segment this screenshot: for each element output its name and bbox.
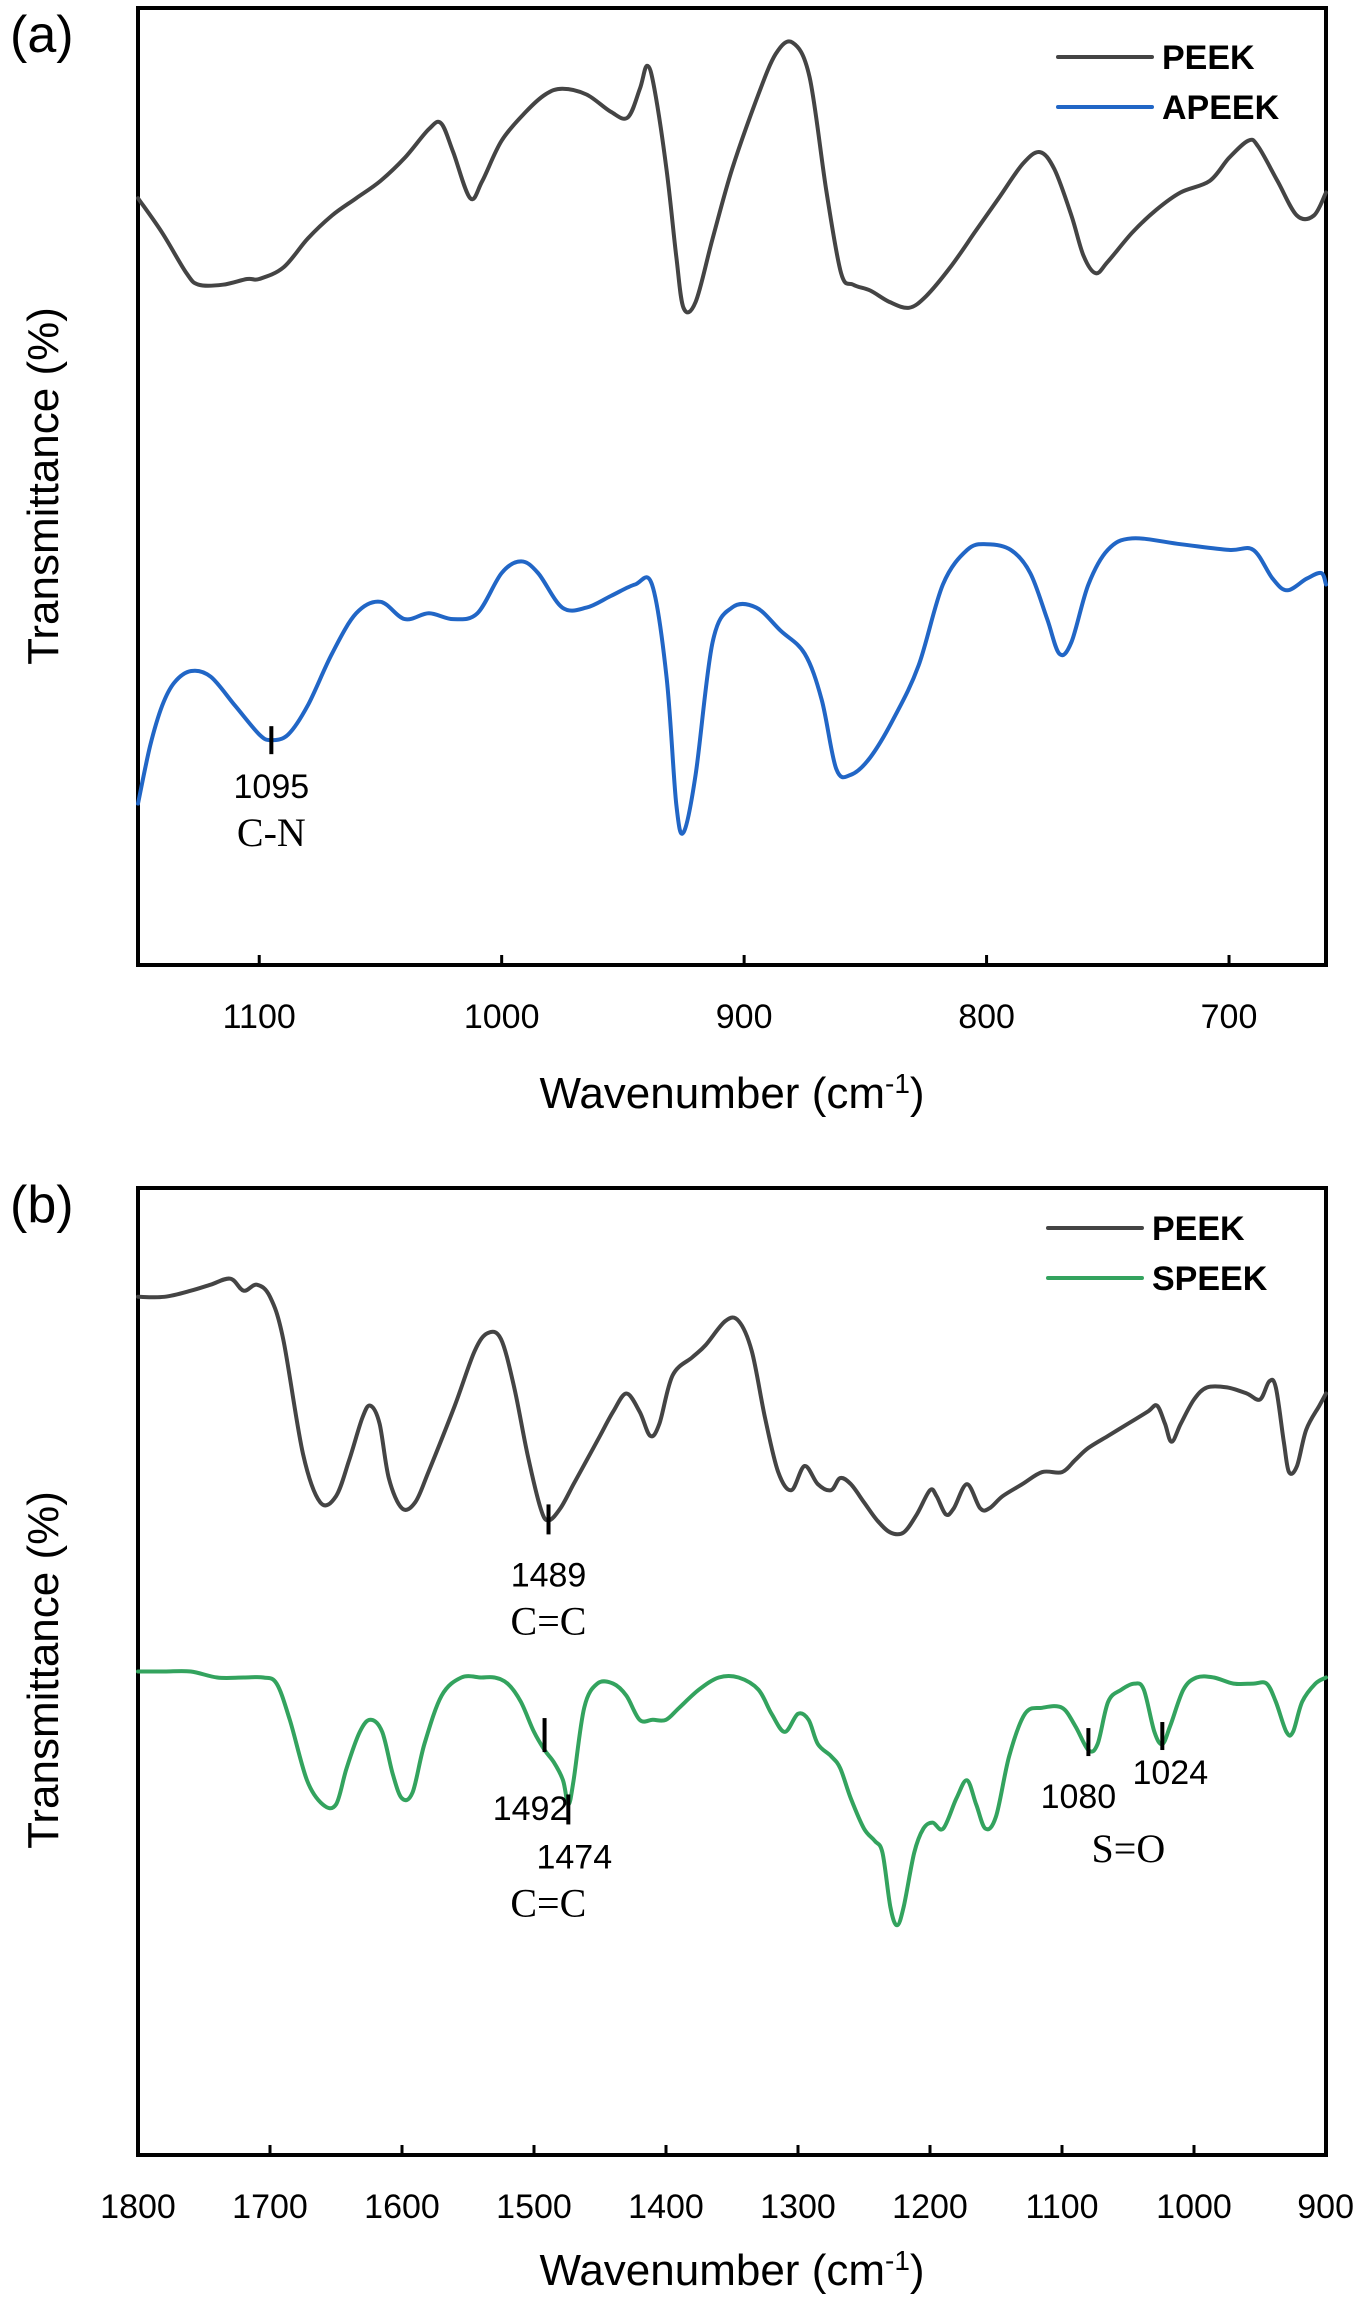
x-tick-label: 1300 (760, 2188, 836, 2226)
peak-bond-label: C=C (510, 1880, 586, 1925)
peak-wavenumber-label: 1492 (493, 1790, 569, 1828)
peak-wavenumber-label: 1489 (511, 1556, 587, 1594)
panel-a-ylabel: Transmittance (%) (19, 307, 68, 665)
x-tick-label: 1100 (1025, 2188, 1098, 2226)
x-tick-label: 1500 (496, 2188, 572, 2226)
peak-wavenumber-label: 1080 (1041, 1778, 1117, 1816)
series-line-peek (136, 39, 1328, 315)
panel-b-xlabel-sup: -1 (885, 2245, 910, 2276)
panel-a: (a) Transmittance (%) Wavenumber (cm-1) … (10, 6, 1328, 1119)
panel-b-label: (b) (10, 1176, 74, 1234)
legend-peek-label-b: PEEK (1152, 1210, 1245, 1248)
panel-b-xlabel: Wavenumber (cm-1) (539, 2245, 924, 2296)
peak-bond-label: S=O (1092, 1826, 1166, 1871)
x-tick-label: 1000 (1156, 2188, 1232, 2226)
panel-b-xlabel-close: ) (910, 2246, 925, 2295)
panel-a-xlabel-sup: -1 (885, 1068, 910, 1099)
panel-b-annotations: 1489 C=C 1492 1474 C=C 1080 S=O 1024 (493, 1504, 1208, 1925)
panel-a-annotations: 1095 C-N (234, 726, 310, 855)
panel-b-frame (136, 1186, 1328, 2157)
x-tick-label: 700 (1201, 998, 1258, 1036)
legend-apeek-label: APEEK (1162, 89, 1280, 127)
panel-a-legend: PEEK APEEK (1056, 39, 1280, 127)
panel-b-ylabel: Transmittance (%) (19, 1491, 68, 1849)
panel-b-x-ticks: 1800 1700 1600 1500 1400 1300 1200 1100 1000 900 (100, 2145, 1354, 2226)
x-tick-label: 1100 (223, 998, 296, 1036)
x-tick-label: 1600 (364, 2188, 440, 2226)
x-tick-label: 1200 (892, 2188, 968, 2226)
peak-wavenumber-label: 1095 (234, 768, 310, 806)
x-tick-label: 1400 (628, 2188, 704, 2226)
x-tick-label: 1800 (100, 2188, 176, 2226)
panel-a-frame (136, 6, 1328, 967)
x-tick-label: 1700 (232, 2188, 308, 2226)
panel-b-xlabel-main: Wavenumber (cm (539, 2246, 885, 2295)
legend-peek-label-a: PEEK (1162, 39, 1255, 77)
panel-a-xlabel-main: Wavenumber (cm (539, 1069, 885, 1118)
panel-a-series (136, 39, 1328, 836)
peak-wavenumber-label: 1024 (1132, 1754, 1208, 1792)
panel-a-label: (a) (10, 6, 74, 64)
x-tick-label: 800 (958, 998, 1015, 1036)
series-line-apeek (136, 536, 1328, 836)
panel-b-series (136, 1276, 1328, 1928)
peak-bond-label: C-N (237, 810, 306, 855)
x-tick-label: 900 (1297, 2188, 1354, 2226)
panel-b: (b) Transmittance (%) Wavenumber (cm-1) … (10, 1176, 1354, 2295)
x-tick-label: 900 (716, 998, 773, 1036)
panel-a-xlabel-close: ) (910, 1069, 925, 1118)
series-line-peek (136, 1276, 1328, 1537)
panel-b-legend: PEEK SPEEK (1046, 1210, 1268, 1298)
legend-speek-label: SPEEK (1152, 1260, 1268, 1298)
peak-bond-label: C=C (511, 1598, 587, 1643)
peak-wavenumber-label: 1474 (536, 1838, 612, 1876)
panel-a-xlabel: Wavenumber (cm-1) (539, 1068, 924, 1119)
x-tick-label: 1000 (464, 998, 540, 1036)
series-line-speek (136, 1669, 1328, 1928)
panel-a-x-ticks: 1100 1000 900 800 700 (223, 955, 1258, 1036)
